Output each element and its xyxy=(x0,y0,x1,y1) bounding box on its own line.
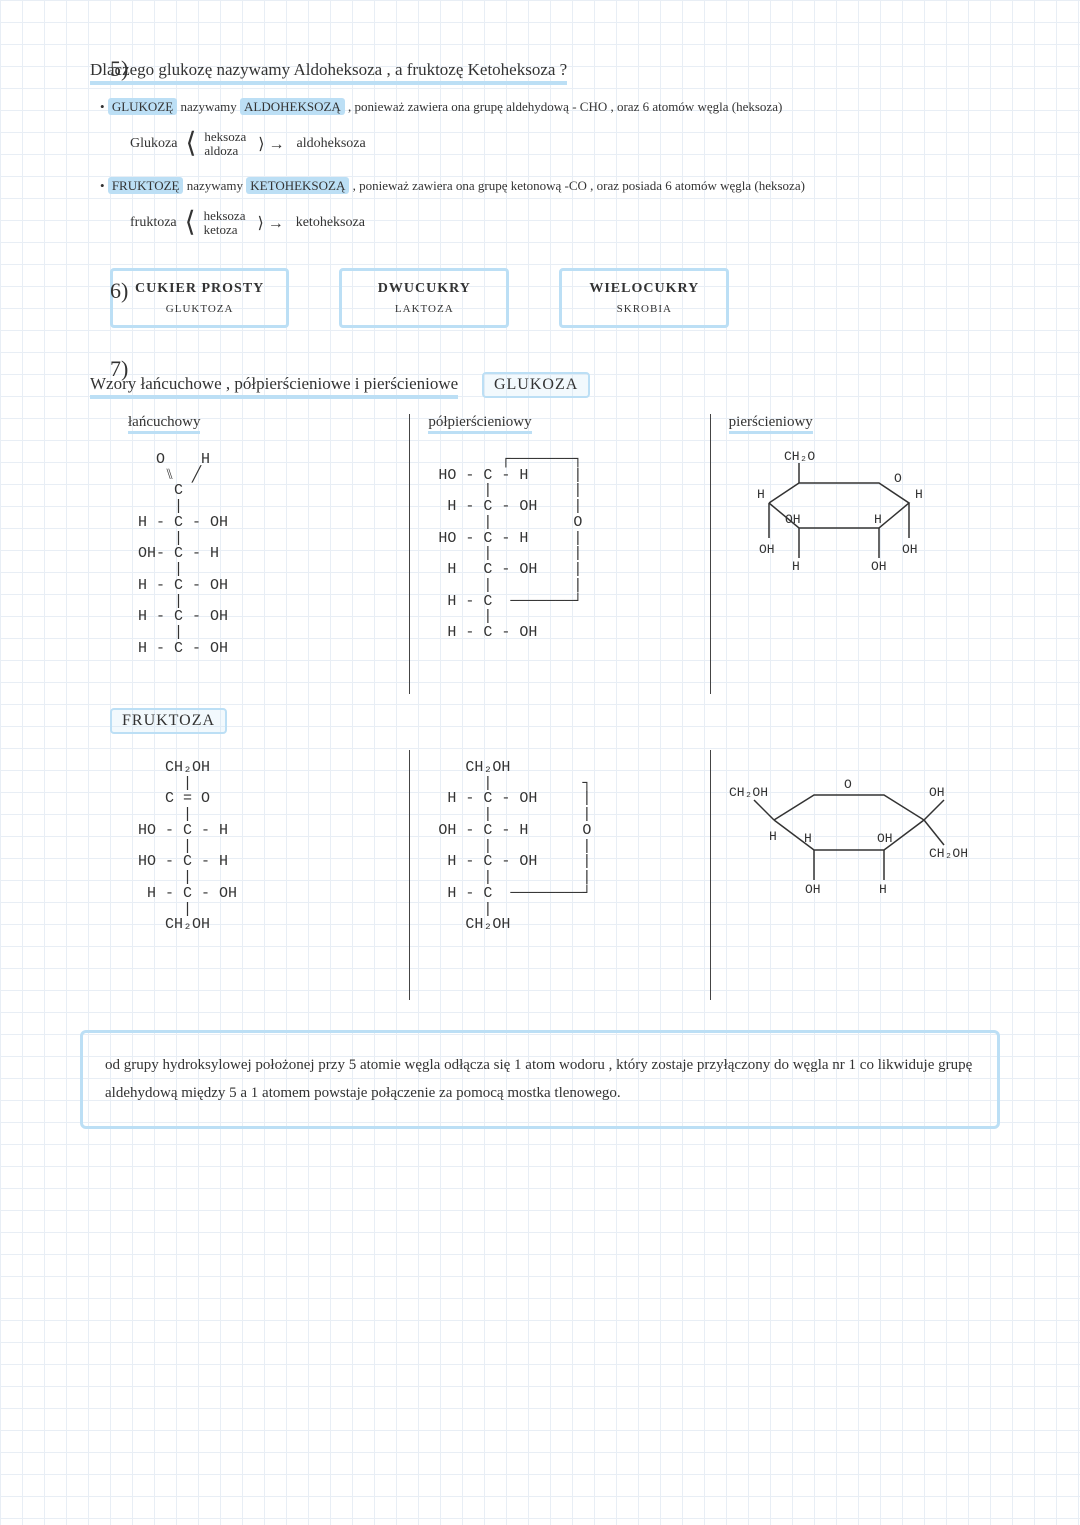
fructose-ring-svg: O CH₂OH OH CH₂OH H H OH OH H xyxy=(729,760,969,920)
svg-text:O: O xyxy=(844,777,852,792)
q5-hl-aldoheksoza: ALDOHEKSOZĄ xyxy=(240,98,345,115)
question-7: 7) Wzory łańcuchowe , półpierścieniowe i… xyxy=(70,358,1010,1000)
box-wielocukry: WIELOCUKRY SKROBIA xyxy=(559,268,729,328)
svg-text:CH₂OH: CH₂OH xyxy=(929,846,968,861)
svg-text:OH: OH xyxy=(871,559,887,574)
box-cukier-prosty: CUKIER PROSTY GLUKTOZA xyxy=(110,268,289,328)
svg-text:OH: OH xyxy=(759,542,775,557)
q7-title: Wzory łańcuchowe , półpierścieniowe i pi… xyxy=(90,374,458,399)
svg-text:H: H xyxy=(792,559,800,574)
bottom-note: od grupy hydroksylowej położonej przy 5 … xyxy=(80,1030,1000,1129)
glucose-chain: O H ⑊ ╱ C | H - C - OH | OH- C - H | H -… xyxy=(138,452,391,657)
svg-text:H: H xyxy=(879,882,887,897)
svg-text:OH: OH xyxy=(877,831,893,846)
svg-text:OH: OH xyxy=(902,542,918,557)
subheader-glukoza: GLUKOZA xyxy=(482,372,590,398)
fructose-semi: CH₂OH | ┐ H - C - OH | | | OH - C - H O … xyxy=(438,760,691,933)
q7-number: 7) xyxy=(110,356,128,382)
svg-text:OH: OH xyxy=(805,882,821,897)
q5-hl-ketoheksoza: KETOHEKSOZĄ xyxy=(246,177,349,194)
q6-boxes: CUKIER PROSTY GLUKTOZA DWUCUKRY LAKTOZA … xyxy=(110,268,1010,328)
svg-text:H: H xyxy=(874,512,882,527)
q5-bracket-fruktoza: fruktoza ⟨ heksoza ketoza ⟩ → ketoheksoz… xyxy=(130,209,1010,238)
svg-text:CH₂O: CH₂O xyxy=(784,449,815,464)
glucose-chain-col: łańcuchowy O H ⑊ ╱ C | H - C - OH | OH- … xyxy=(110,414,409,694)
box-dwucukry: DWUCUKRY LAKTOZA xyxy=(339,268,509,328)
q5-line2: • FRUKTOZĘ nazywamy KETOHEKSOZĄ , poniew… xyxy=(100,176,1010,197)
fructose-chain-col: CH₂OH | C = O | HO - C - H | HO - C - H … xyxy=(110,750,409,1000)
fructose-row: CH₂OH | C = O | HO - C - H | HO - C - H … xyxy=(110,750,1010,1000)
question-5: 5) Dlaczego glukozę nazywamy Aldoheksoza… xyxy=(70,60,1010,238)
svg-text:CH₂OH: CH₂OH xyxy=(729,785,768,800)
subheader-fruktoza: FRUKTOZA xyxy=(110,708,227,734)
q5-hl-fruktoze: FRUKTOZĘ xyxy=(108,177,184,194)
q5-number: 5) xyxy=(110,56,128,82)
fructose-chain: CH₂OH | C = O | HO - C - H | HO - C - H … xyxy=(138,760,391,933)
glucose-semi: ┌───────┐ HO - C - H | | | H - C - OH | … xyxy=(438,452,691,641)
glucose-row: łańcuchowy O H ⑊ ╱ C | H - C - OH | OH- … xyxy=(110,414,1010,694)
fructose-semi-col: CH₂OH | ┐ H - C - OH | | | OH - C - H O … xyxy=(409,750,709,1000)
q5-title: Dlaczego glukozę nazywamy Aldoheksoza , … xyxy=(90,60,567,85)
glucose-ring-col: pierścieniowy CH₂O O H H OH OH xyxy=(710,414,1010,694)
q6-number: 6) xyxy=(110,278,128,304)
svg-text:H: H xyxy=(769,829,777,844)
fructose-ring-col: O CH₂OH OH CH₂OH H H OH OH H xyxy=(710,750,1010,1000)
svg-text:OH: OH xyxy=(929,785,945,800)
glucose-ring-svg: CH₂O O H H OH OH H OH H OH xyxy=(729,448,949,608)
q5-line1: • GLUKOZĘ nazywamy ALDOHEKSOZĄ , poniewa… xyxy=(100,97,1010,118)
svg-text:H: H xyxy=(804,831,812,846)
q5-bracket-glukoza: Glukoza ⟨ heksoza aldoza ⟩ → aldoheksoza xyxy=(130,130,1010,159)
svg-text:H: H xyxy=(757,487,765,502)
q5-hl-glukoze: GLUKOZĘ xyxy=(108,98,177,115)
svg-text:H: H xyxy=(915,487,923,502)
question-6: 6) CUKIER PROSTY GLUKTOZA DWUCUKRY LAKTO… xyxy=(70,268,1010,328)
glucose-semi-col: półpierścieniowy ┌───────┐ HO - C - H | … xyxy=(409,414,709,694)
svg-text:OH: OH xyxy=(785,512,801,527)
svg-text:O: O xyxy=(894,471,902,486)
